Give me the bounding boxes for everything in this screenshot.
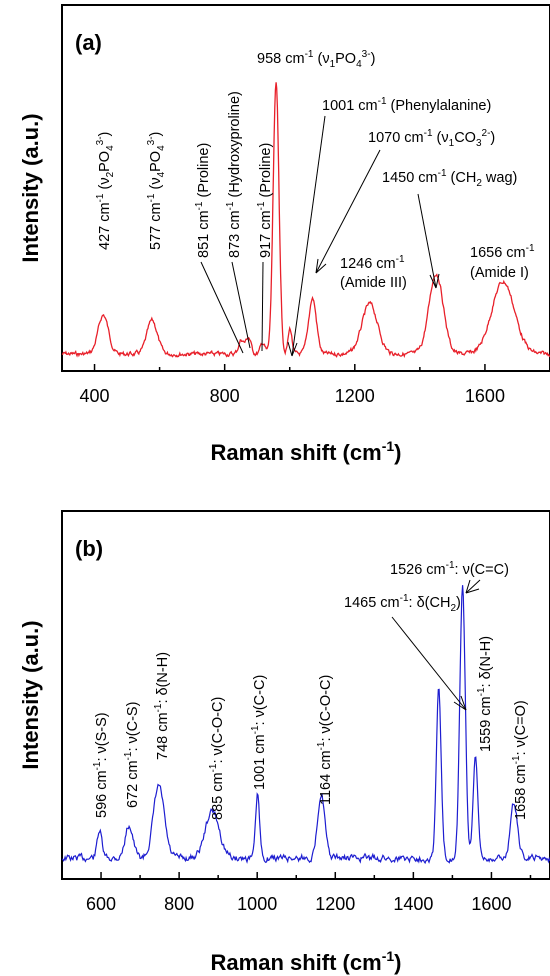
panel-b: (b) 600 800 1000 1200 1400 1600 Raman shift (… — [18, 510, 550, 975]
x-tick-label: 1200 — [315, 894, 355, 914]
annotation-885: 885 cm-1: ν(C-O-C) — [208, 697, 226, 820]
x-tick-label: 1600 — [471, 894, 511, 914]
panel-b-annotations: 596 cm-1: ν(S-S) 672 cm-1: ν(C-S) 748 cm… — [92, 560, 529, 820]
panel-b-label: (b) — [75, 536, 103, 561]
panel-b-frame — [61, 510, 550, 880]
pointer-851 — [200, 261, 244, 354]
annotation-748: 748 cm-1: δ(N-H) — [153, 652, 171, 760]
panel-b-x-axis: 600 800 1000 1200 1400 1600 — [61, 872, 532, 914]
panel-a-x-axis-title: Raman shift (cm-1) — [211, 438, 402, 465]
x-tick-label: 600 — [86, 894, 116, 914]
annotation-1526: 1526 cm-1: ν(C=C) — [390, 560, 509, 578]
arrowhead-1465 — [453, 695, 467, 711]
pointer-917 — [261, 261, 264, 352]
annotation-1070: 1070 cm-1 (ν1CO32-) — [368, 128, 495, 149]
pointer-1070 — [315, 149, 381, 274]
x-tick-label: 1400 — [393, 894, 433, 914]
x-tick-label: 400 — [80, 386, 110, 406]
x-tick-label: 1000 — [237, 894, 277, 914]
annotation-577: 577 cm-1 (ν4PO43-) — [146, 132, 167, 250]
panel-a-y-axis-title: Intensity (a.u.) — [18, 113, 43, 262]
x-tick-label: 1600 — [465, 386, 505, 406]
panel-b-y-axis-title: Intensity (a.u.) — [18, 620, 43, 769]
annotation-1465: 1465 cm-1: δ(CH2) — [344, 593, 461, 614]
x-tick-label: 800 — [210, 386, 240, 406]
pointer-873 — [231, 261, 251, 349]
annotation-1658: 1658 cm-1: ν(C=O) — [511, 700, 529, 820]
annotation-427: 427 cm-1 (ν2PO43-) — [95, 132, 116, 250]
panel-a-frame — [61, 4, 550, 372]
panel-b-spectrum-line — [61, 585, 550, 865]
annotation-917: 917 cm-1 (Proline) — [256, 143, 274, 258]
annotation-1656: 1656 cm-1 — [470, 243, 535, 261]
annotation-1001b: 1001 cm-1: ν(C-C) — [250, 675, 268, 790]
panel-b-x-axis-title: Raman shift (cm-1) — [211, 948, 402, 975]
x-tick-label: 1200 — [335, 386, 375, 406]
annotation-873: 873 cm-1 (Hydroxyproline) — [225, 91, 243, 258]
pointer-1465 — [391, 616, 467, 711]
arrowhead-1450 — [429, 273, 440, 289]
panel-a-spectrum-line — [61, 82, 550, 358]
pointer-1526 — [465, 579, 481, 594]
annotation-1246: 1246 cm-1 — [340, 254, 405, 272]
annotation-1001: 1001 cm-1 (Phenylalanine) — [322, 96, 491, 114]
panel-a-label: (a) — [75, 30, 102, 55]
annotation-672: 672 cm-1: ν(C-S) — [123, 702, 141, 808]
arrowhead-1070 — [315, 258, 327, 274]
panel-a-annotations: 427 cm-1 (ν2PO43-) 577 cm-1 (ν4PO43-) 85… — [95, 49, 535, 357]
panel-a-x-axis: 400 800 1200 1600 — [80, 364, 550, 406]
annotation-1246-label: (Amide III) — [340, 275, 407, 291]
annotation-596: 596 cm-1: ν(S-S) — [92, 712, 110, 818]
pointer-1450 — [417, 193, 437, 289]
annotation-958: 958 cm-1 (ν1PO43-) — [257, 49, 375, 70]
pointer-1001 — [291, 115, 326, 357]
annotation-1656-label: (Amide I) — [470, 265, 529, 281]
annotation-1450: 1450 cm-1 (CH2 wag) — [382, 168, 517, 189]
annotation-1559: 1559 cm-1: δ(N-H) — [476, 636, 494, 752]
arrowhead-1526 — [465, 579, 480, 594]
x-tick-label: 800 — [164, 894, 194, 914]
panel-a: (a) 400 800 1200 1600 Raman shift (cm-1) In… — [18, 4, 550, 465]
annotation-851: 851 cm-1 (Proline) — [194, 143, 212, 258]
annotation-1164: 1164 cm-1: ν(C-O-C) — [316, 675, 334, 805]
arrowhead-1001 — [287, 341, 298, 357]
